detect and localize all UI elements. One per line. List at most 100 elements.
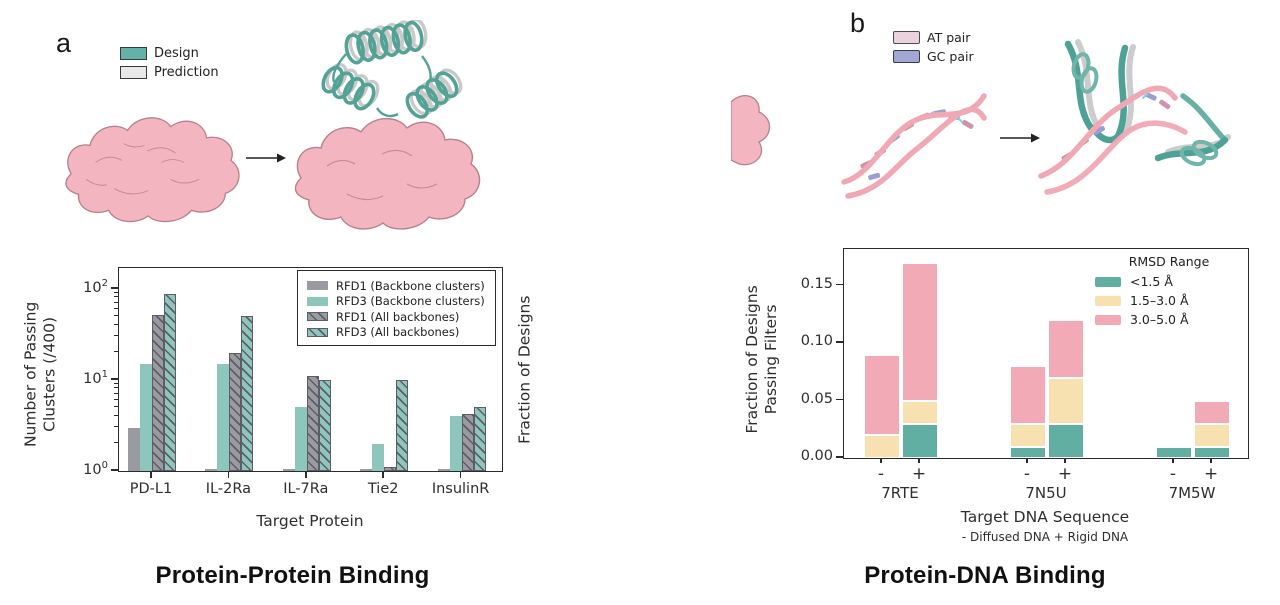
protein-dna-complex-illustration: [1038, 39, 1231, 195]
prediction-swatch: [120, 66, 147, 79]
bar-InsulinR: [461, 414, 474, 471]
gray-solid-legend-swatch: [307, 281, 328, 291]
bar-InsulinR: [449, 416, 462, 471]
panel-b-letter: b: [850, 8, 866, 38]
y-tick: [111, 378, 118, 380]
y-tick: [836, 398, 843, 401]
legend-item: RFD3 (All backbones): [307, 325, 485, 341]
y-tick: [836, 283, 843, 286]
x-group-label-7RTE: 7RTE: [881, 484, 919, 502]
bar-IL-7Ra: [282, 469, 295, 471]
x-tick: [150, 471, 152, 478]
y-tick-label: 0.05: [800, 390, 833, 407]
panel-a-caption: Protein-Protein Binding: [155, 562, 430, 589]
design-label: Design: [154, 46, 199, 61]
bar-IL-2Ra: [205, 469, 218, 471]
x-tick-label-IL-7Ra: IL-7Ra: [283, 481, 329, 497]
legend-item: RFD1 (Backbone clusters): [307, 278, 485, 294]
rmsd-swatch: [1095, 314, 1121, 325]
panel-b-ylabel: Fraction of Designs Passing Filters: [743, 285, 781, 434]
bar-label-minus: -: [877, 464, 885, 484]
segment-7M5W-plus: [1194, 446, 1230, 458]
x-tick: [1172, 458, 1174, 463]
panel-a-xlabel: Target Protein: [256, 512, 364, 530]
x-tick: [880, 458, 882, 463]
segment-7RTE-minus: [864, 354, 900, 435]
x-group-label-7N5U: 7N5U: [1025, 484, 1067, 502]
segment-7RTE-minus: [864, 435, 900, 458]
panel-b-caption: Protein-DNA Binding: [864, 562, 1106, 589]
legend-item-label: RFD3 (All backbones): [336, 325, 460, 340]
legend-item-label: RFD3 (Backbone clusters): [336, 294, 485, 309]
bar-InsulinR: [437, 469, 450, 471]
bar-label-plus: +: [1057, 464, 1073, 484]
bar-label-minus: -: [1023, 464, 1031, 484]
rmsd-swatch: [1095, 276, 1121, 287]
segment-7RTE-plus: [902, 400, 938, 424]
y-tick-label: 0.15: [800, 275, 833, 292]
arrow-icon: [1000, 133, 1040, 143]
panel-b-top-legend: AT pair GC pair: [893, 30, 974, 68]
x-tick: [459, 471, 462, 478]
segment-7N5U-minus: [1010, 446, 1046, 458]
legend-item: RFD1 (All backbones): [307, 309, 485, 325]
bar-IL-7Ra: [294, 407, 307, 471]
bar-Tie2: [396, 380, 409, 471]
y-tick-label: 0.00: [800, 448, 833, 464]
y-tick: [111, 469, 118, 471]
legend-item-label: 1.5–3.0 Å: [1130, 293, 1189, 308]
x-group-label-7M5W: 7M5W: [1168, 484, 1216, 502]
teal-solid-legend-swatch: [307, 296, 328, 306]
x-tick: [918, 458, 920, 463]
panel-b-chart-legend: RMSD Range <1.5 Å 1.5–3.0 Å 3.0–5.0 Å: [1095, 254, 1243, 329]
panel-a-chart-legend: RFD1 (Backbone clusters) RFD3 (Backbone c…: [297, 270, 496, 346]
at-pair-label: AT pair: [927, 30, 971, 45]
segment-7N5U-minus: [1010, 423, 1046, 447]
bar-InsulinR: [473, 407, 486, 471]
x-tick-label-Tie2: Tie2: [367, 481, 399, 497]
y-tick-label: 100: [83, 460, 108, 478]
segment-7M5W-plus: [1194, 423, 1230, 447]
bar-Tie2: [384, 467, 397, 471]
x-tick: [1210, 458, 1212, 463]
design-swatch: [120, 47, 147, 60]
bar-IL-2Ra: [217, 364, 230, 471]
teal-hatch-legend-swatch: [307, 327, 328, 337]
x-tick-label-InsulinR: InsulinR: [431, 481, 490, 497]
bar-IL-7Ra: [318, 380, 331, 471]
bar-IL-2Ra: [241, 316, 254, 471]
panel-a-top-legend: Design Prediction: [120, 46, 219, 84]
legend-item-label: 3.0–5.0 Å: [1130, 312, 1189, 327]
bar-label-minus: -: [1169, 464, 1177, 484]
y-tick-label: 102: [83, 278, 108, 296]
segment-7N5U-plus: [1048, 377, 1084, 424]
legend-item-label: <1.5 Å: [1130, 274, 1173, 289]
target-protein-surface-illustration: [65, 117, 240, 223]
panel-b-xlabel-note: - Diffused DNA + Rigid DNA: [961, 530, 1129, 544]
bar-IL-2Ra: [229, 352, 242, 471]
legend-item: RFD3 (Backbone clusters): [307, 294, 485, 310]
bar-PD-L1: [140, 364, 152, 471]
bar-PD-L1: [164, 294, 176, 471]
y-tick: [836, 341, 843, 343]
designed-binder-complex-illustration: [294, 20, 481, 230]
bar-label-plus: +: [911, 464, 927, 484]
y-tick-label: 101: [83, 369, 108, 387]
segment-7M5W-plus: [1194, 400, 1230, 424]
bar-PD-L1: [152, 314, 164, 471]
panel-a-right-ylabel: Fraction of Designs: [515, 295, 534, 444]
panel-a-ylabel: Number of Passing Clusters (/400): [21, 301, 59, 448]
segment-7N5U-minus: [1010, 366, 1046, 424]
dna-duplex-illustration: [841, 93, 987, 199]
rmsd-swatch: [1095, 295, 1121, 306]
x-tick: [227, 471, 230, 478]
x-tick: [305, 471, 307, 478]
bar-Tie2: [372, 443, 385, 471]
legend-item: <1.5 Å: [1095, 272, 1243, 291]
gc-pair-swatch: [893, 50, 920, 63]
x-tick: [382, 471, 384, 478]
segment-7N5U-plus: [1048, 423, 1084, 458]
segment-7M5W-minus: [1156, 446, 1192, 458]
x-tick: [1026, 458, 1028, 463]
